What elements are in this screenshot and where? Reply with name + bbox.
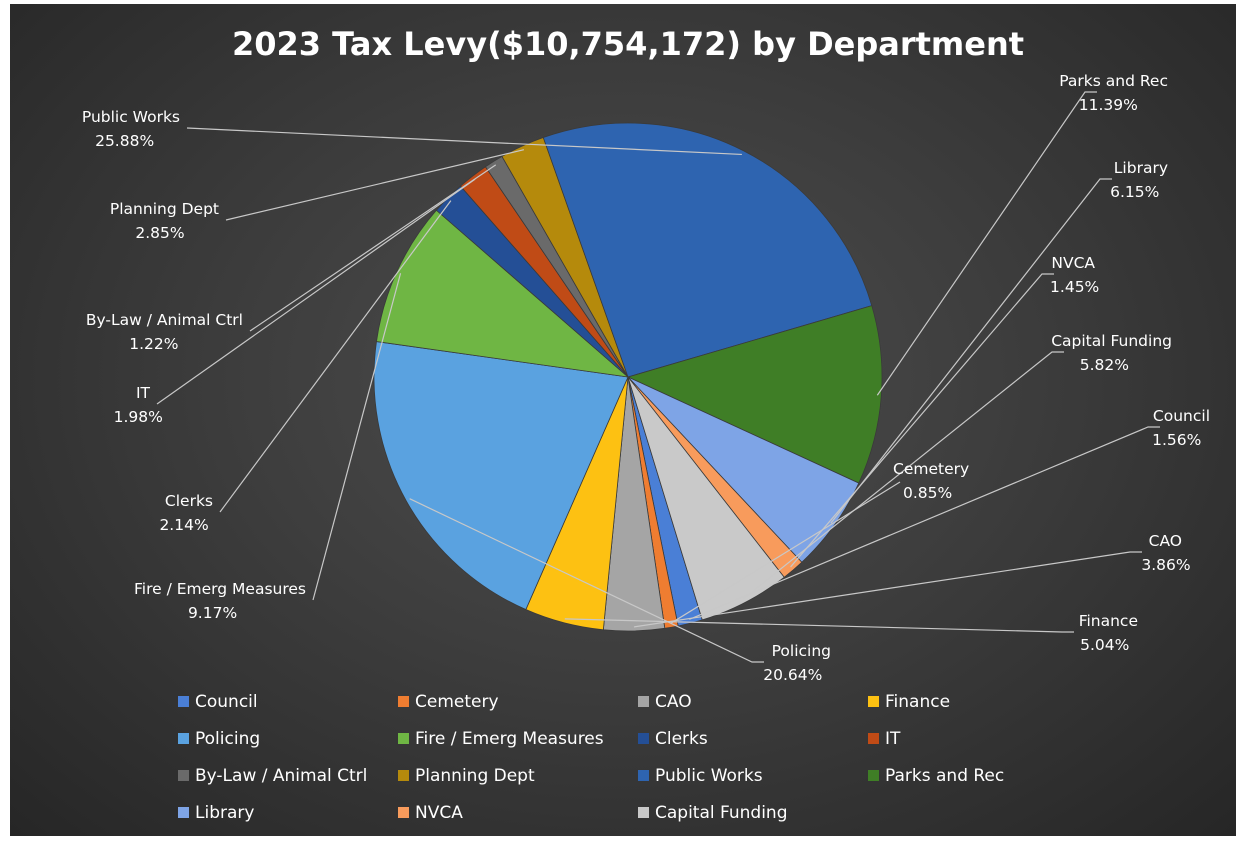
data-label-name-capital-funding: Capital Funding [1051, 332, 1172, 350]
leader-line-nvca [790, 273, 1054, 568]
legend-swatch-fire-emerg-measures [398, 733, 409, 744]
pie-slice-public-works [542, 122, 873, 378]
leader-line-cao [633, 551, 1142, 628]
data-label-value-parks-and-rec: 11.39% [1079, 96, 1138, 114]
leader-line-finance [564, 618, 1074, 633]
data-labels: Council 1.56% Cemetery 0.85% CAO 3.86% Finance… [82, 72, 1210, 684]
data-label-name-cemetery: Cemetery [893, 460, 969, 478]
chart-title: 2023 Tax Levy($10,754,172) by Department [232, 25, 1024, 63]
leader-line-policing [409, 498, 764, 663]
legend-label-parks-and-rec: Parks and Rec [885, 766, 1004, 786]
pie-slice-capital-funding [627, 376, 785, 621]
leader-line-capital-funding [742, 351, 1064, 600]
legend-swatch-cemetery [398, 696, 409, 707]
data-label-value-fire-emerg-measures: 9.17% [188, 604, 237, 622]
leader-line-by-law-animal-ctrl [249, 164, 497, 332]
leader-line-it [156, 178, 476, 405]
data-label-name-policing: Policing [772, 642, 831, 660]
leader-line-parks-and-rec [876, 91, 1097, 396]
legend-label-policing: Policing [195, 729, 260, 749]
legend-label-capital-funding: Capital Funding [655, 803, 788, 823]
leader-line-fire-emerg-measures [312, 273, 402, 601]
legend-swatch-it [868, 733, 879, 744]
data-label-name-planning-dept: Planning Dept [110, 200, 219, 218]
legend-swatch-cao [638, 696, 649, 707]
data-label-name-nvca: NVCA [1051, 254, 1095, 272]
data-label-value-council: 1.56% [1152, 431, 1201, 449]
legend-swatch-nvca [398, 807, 409, 818]
pie-slice-policing [373, 341, 629, 611]
leader-lines [156, 91, 1160, 663]
leader-line-clerks [219, 200, 452, 513]
legend-swatch-clerks [638, 733, 649, 744]
leader-line-council [689, 426, 1160, 620]
legend-swatch-council [178, 696, 189, 707]
legend-swatch-by-law-animal-ctrl [178, 770, 189, 781]
data-label-name-parks-and-rec: Parks and Rec [1059, 72, 1168, 90]
pie-slice-parks-and-rec [626, 305, 883, 484]
data-label-name-fire-emerg-measures: Fire / Emerg Measures [134, 580, 306, 598]
data-label-value-public-works: 25.88% [95, 132, 154, 150]
legend-label-library: Library [195, 803, 254, 823]
data-label-name-clerks: Clerks [165, 492, 213, 510]
legend-label-cemetery: Cemetery [415, 692, 499, 712]
legend-swatch-finance [868, 696, 879, 707]
data-label-value-by-law-animal-ctrl: 1.22% [129, 335, 178, 353]
data-label-value-planning-dept: 2.85% [135, 224, 184, 242]
data-label-value-cemetery: 0.85% [903, 484, 952, 502]
legend-label-fire-emerg-measures: Fire / Emerg Measures [415, 729, 604, 749]
data-label-name-it: IT [136, 384, 151, 402]
pie-slice-fire-emerg-measures [376, 209, 630, 378]
data-label-value-it: 1.98% [114, 408, 163, 426]
legend-label-nvca: NVCA [415, 803, 463, 823]
legend-label-planning-dept: Planning Dept [415, 766, 535, 786]
data-label-name-library: Library [1114, 159, 1168, 177]
legend-swatch-planning-dept [398, 770, 409, 781]
data-label-name-by-law-animal-ctrl: By-Law / Animal Ctrl [86, 311, 243, 329]
legend-label-finance: Finance [885, 692, 950, 712]
legend-swatch-library [178, 807, 189, 818]
data-label-value-library: 6.15% [1110, 183, 1159, 201]
data-label-name-finance: Finance [1079, 612, 1138, 630]
legend-swatch-policing [178, 733, 189, 744]
legend-label-by-law-animal-ctrl: By-Law / Animal Ctrl [195, 766, 367, 786]
legend-swatch-parks-and-rec [868, 770, 879, 781]
legend-swatch-capital-funding [638, 807, 649, 818]
legend: Council Cemetery CAO Finance Policing Fire / … [178, 692, 1004, 823]
legend-label-council: Council [195, 692, 258, 712]
leader-line-library [830, 178, 1112, 524]
data-label-value-cao: 3.86% [1141, 556, 1190, 574]
legend-label-cao: CAO [655, 692, 692, 712]
legend-label-it: IT [885, 729, 901, 749]
leader-line-public-works [186, 127, 742, 156]
data-label-value-nvca: 1.45% [1050, 278, 1099, 296]
pie-slices [373, 122, 883, 632]
legend-label-clerks: Clerks [655, 729, 708, 749]
legend-swatch-public-works [638, 770, 649, 781]
data-label-value-policing: 20.64% [763, 666, 822, 684]
data-label-value-capital-funding: 5.82% [1080, 356, 1129, 374]
data-label-name-cao: CAO [1149, 532, 1182, 550]
data-label-name-public-works: Public Works [82, 108, 180, 126]
legend-label-public-works: Public Works [655, 766, 763, 786]
leader-line-cemetery [670, 481, 901, 624]
data-label-value-finance: 5.04% [1080, 636, 1129, 654]
leader-line-planning-dept [225, 149, 525, 221]
data-label-name-council: Council [1153, 407, 1210, 425]
data-label-value-clerks: 2.14% [159, 516, 208, 534]
